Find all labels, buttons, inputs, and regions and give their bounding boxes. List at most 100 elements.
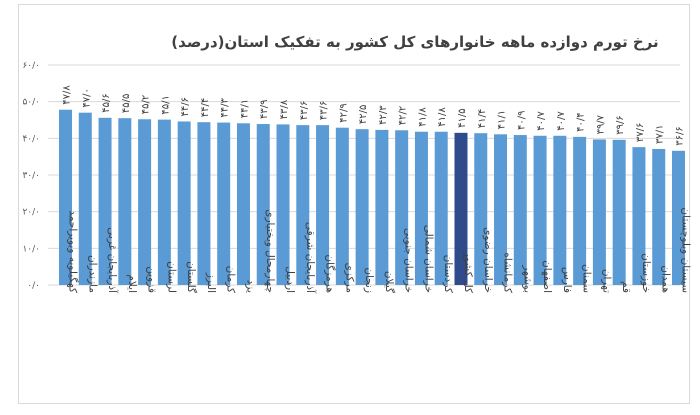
bar (236, 123, 250, 285)
value-label: ۴۳/۸ (279, 99, 290, 119)
category-label: چهارمحال وبختیاری (264, 209, 276, 293)
bar (414, 131, 428, 285)
category-label: تهران (600, 269, 612, 293)
category-label: خراسان رضوی (482, 227, 494, 293)
chart-frame (18, 4, 690, 404)
value-label: ۳۹/۶ (615, 115, 626, 134)
bar (78, 112, 92, 286)
bar (355, 129, 369, 285)
bar (375, 129, 389, 285)
y-tick-label: ۳۰/۰ (22, 171, 40, 181)
category-label: خوزستان (640, 253, 652, 293)
value-label: ۴۴/۴ (200, 98, 211, 117)
category-label: خراسان شمالی (422, 225, 434, 293)
bar (652, 148, 666, 285)
y-tick-label: ۴۰/۰ (22, 134, 40, 144)
category-label: قم (620, 281, 632, 293)
category-label: البرز (205, 272, 217, 293)
value-label: ۴۰/۴ (576, 112, 587, 131)
category-label: کل کشور (462, 251, 474, 293)
bar (98, 117, 112, 285)
category-label: آذربایجان غربی (106, 227, 119, 294)
chart-title: نرخ تورم دوازده ماهه خانوارهای کل کشور ب… (171, 33, 659, 51)
value-label: ۴۴/۳ (220, 97, 231, 117)
bar (177, 121, 191, 285)
value-label: ۳۷/۱ (655, 124, 666, 143)
value-label: ۴۱/۵ (457, 108, 468, 127)
bar (612, 139, 626, 285)
y-tick-label: ۱۰/۰ (22, 244, 40, 254)
bar (138, 119, 152, 286)
value-label: ۴۴/۶ (180, 97, 191, 116)
category-label: کرمانشاه (502, 252, 514, 293)
category-label: مرکزی (343, 263, 355, 293)
y-tick-label: ۵۰/۰ (22, 98, 40, 108)
bar (395, 130, 409, 285)
category-label: فارس (561, 267, 573, 293)
y-tick-label: ۰/۰ (27, 281, 40, 291)
bar (217, 122, 231, 285)
bar (494, 134, 508, 285)
value-label: ۴۰/۹ (516, 111, 527, 130)
value-label: ۳۶/۶ (675, 126, 686, 145)
category-label: گلستان (185, 261, 198, 293)
category-label: یزد (244, 280, 256, 293)
value-label: ۴۵/۲ (141, 95, 152, 114)
value-label: ۴۷/۰ (81, 88, 92, 107)
category-label: اردبیل (284, 266, 296, 293)
bar (197, 122, 211, 285)
bar (276, 124, 290, 286)
value-label: ۴۳/۶ (299, 101, 310, 120)
y-tick-label: ۲۰/۰ (22, 208, 40, 218)
bar (513, 135, 527, 285)
category-label: سمنان (581, 264, 593, 293)
value-label: ۴۵/۶ (101, 93, 112, 112)
value-label: ۴۵/۵ (121, 94, 132, 113)
value-label: ۴۲/۲ (398, 106, 409, 125)
value-label: ۴۱/۸ (437, 107, 448, 127)
bar (533, 135, 547, 285)
value-label: ۳۹/۷ (595, 114, 606, 134)
category-label: خراسان جنوبی (403, 228, 415, 293)
category-label: همدان (660, 265, 672, 293)
bar (256, 124, 270, 286)
value-label: ۴۱/۱ (497, 110, 508, 129)
category-label: زنجان (363, 267, 375, 293)
value-label: ۴۲/۵ (358, 105, 369, 124)
category-label: ایلام (126, 274, 138, 293)
bar (434, 131, 448, 285)
value-label: ۴۷/۸ (62, 85, 73, 105)
category-label: گیلان (383, 271, 396, 293)
bar (59, 109, 72, 285)
value-label: ۴۲/۹ (338, 103, 349, 122)
category-label: لرستان (165, 261, 177, 293)
category-label: بوشهر (521, 264, 533, 293)
value-label: ۴۵/۱ (160, 95, 171, 114)
category-label: قزوین (146, 266, 158, 293)
category-label: کردستان (442, 255, 454, 293)
value-label: ۴۰/۷ (536, 111, 547, 131)
value-label: ۴۲/۳ (378, 105, 389, 125)
bar (335, 127, 349, 285)
bar (592, 139, 606, 285)
bar (296, 125, 310, 285)
bar (157, 119, 171, 285)
category-label: آذربایجان شرقی (304, 222, 317, 294)
category-label: کرمان (225, 266, 237, 293)
bar (454, 132, 468, 285)
category-label: اصفهان (541, 260, 553, 293)
value-label: ۴۴/۱ (239, 99, 250, 118)
value-label: ۳۷/۶ (635, 123, 646, 142)
bar (316, 125, 330, 285)
category-label: هرمزگان (324, 254, 337, 293)
value-label: ۴۳/۹ (259, 100, 270, 119)
bar (573, 136, 587, 285)
category-label: مازندران (86, 255, 98, 293)
value-label: ۴۰/۷ (556, 111, 567, 131)
value-label: ۴۱/۸ (417, 107, 428, 127)
bar (672, 150, 685, 285)
value-label: ۴۱/۴ (477, 109, 488, 128)
bar (553, 135, 567, 285)
category-label: کهگیلویه وبویراحمد (67, 210, 80, 293)
bar (118, 118, 132, 286)
